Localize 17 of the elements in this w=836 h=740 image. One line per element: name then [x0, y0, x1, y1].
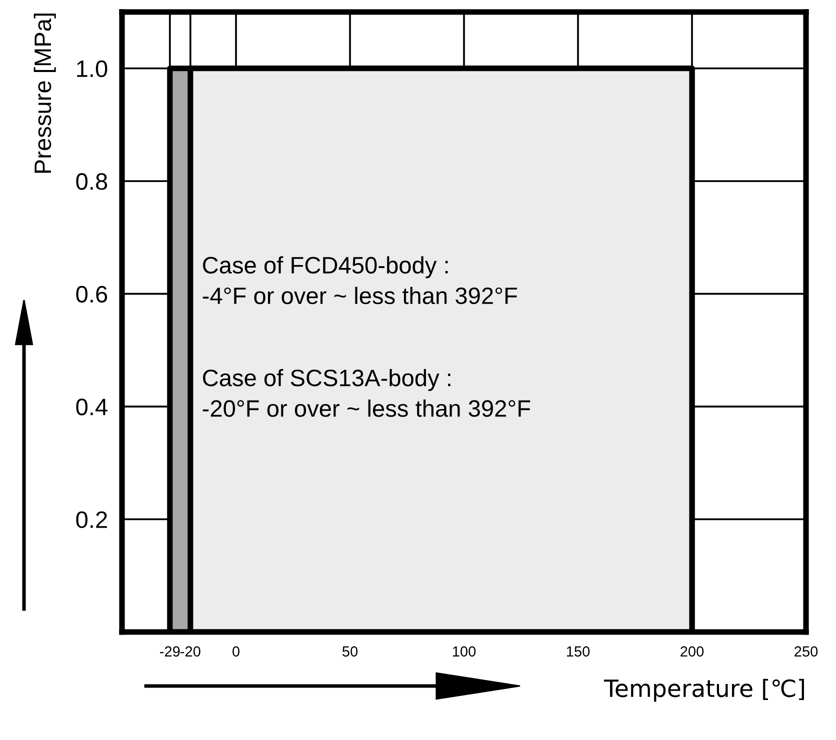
annotation: Case of SCS13A-body : -20°F or over ~ less than 392°F: [202, 368, 530, 417]
y-tick-label: 0.6: [76, 286, 108, 303]
y-axis-title: Pressure [MPa]: [34, 14, 56, 173]
x-tick-label: 200: [680, 646, 704, 657]
x-tick-label: 250: [794, 646, 818, 657]
x-axis-title: Temperature [℃]: [604, 678, 804, 702]
x-tick-label: 150: [566, 646, 590, 657]
x-tick-label: 0: [232, 646, 240, 657]
x-tick-label: 100: [452, 646, 476, 657]
y-tick-label: 0.2: [76, 511, 107, 528]
annotation: Case of FCD450-body : -4°F or over ~ less than 392°F: [202, 256, 517, 304]
x-tick-label: -29: [160, 646, 180, 657]
y-tick-label: 0.8: [76, 173, 108, 190]
x-tick-label: 50: [342, 646, 358, 657]
y-tick-label: 1.0: [77, 60, 108, 78]
y-tick-label: 0.4: [76, 398, 108, 416]
x-tick-label: -20: [180, 646, 200, 657]
